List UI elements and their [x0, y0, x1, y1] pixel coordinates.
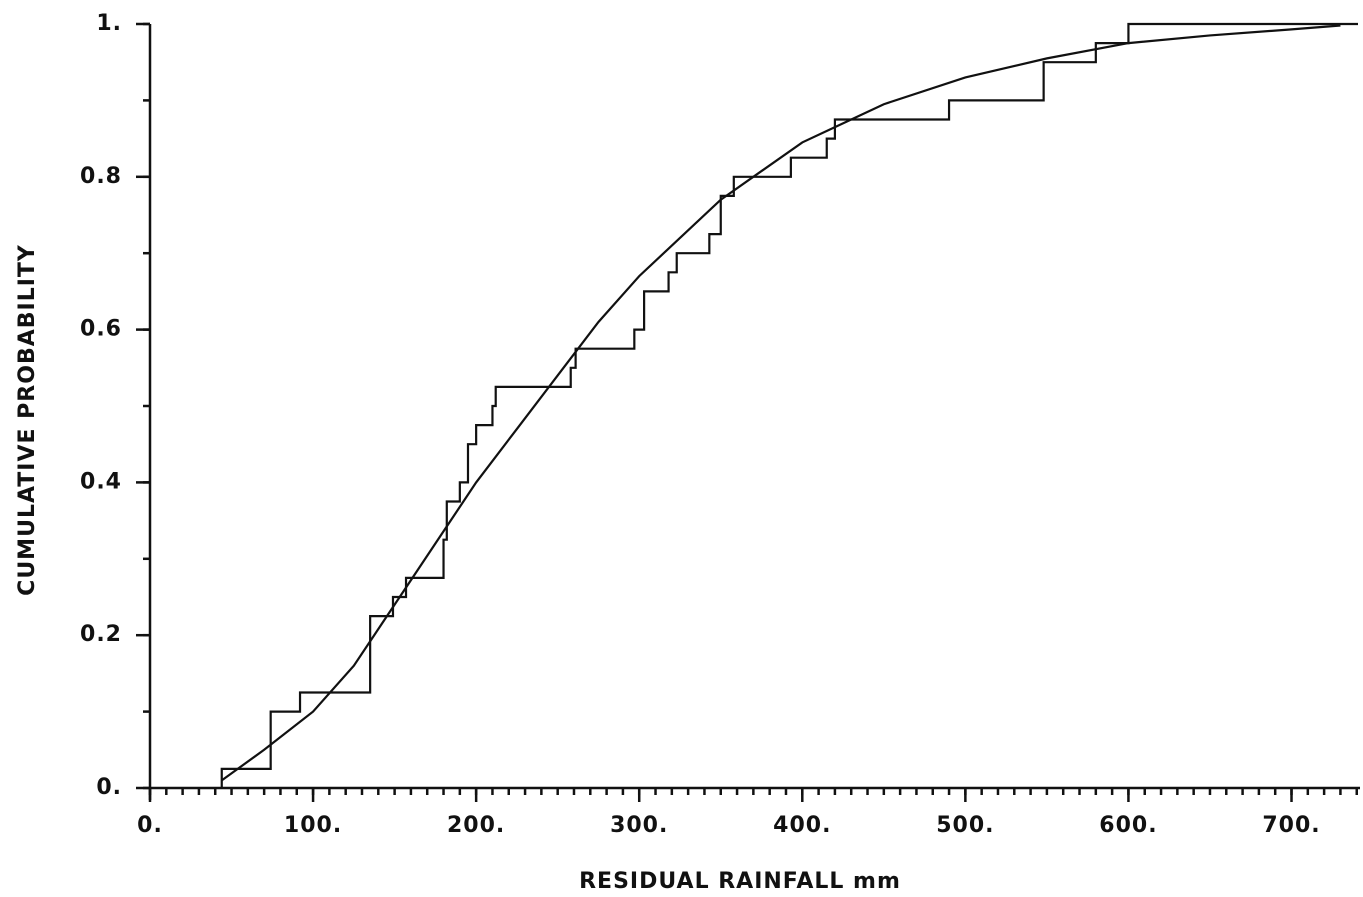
- x-tick-label: 700.: [1262, 813, 1320, 838]
- y-tick-label: 0.: [96, 775, 122, 800]
- y-tick-label: 0.4: [80, 469, 122, 494]
- x-axis-label: RESIDUAL RAINFALL mm: [579, 869, 901, 894]
- fitted-curve: [221, 24, 1341, 782]
- y-tick-label: 0.2: [80, 622, 122, 647]
- x-tick-label: 0.: [137, 813, 163, 838]
- x-tick-label: 200.: [447, 813, 505, 838]
- x-tick-label: 100.: [284, 813, 342, 838]
- y-tick-label: 0.8: [80, 164, 122, 189]
- y-tick-label: 0.6: [80, 317, 122, 342]
- empirical-cdf: [220, 22, 1358, 788]
- x-tick-label: 500.: [936, 813, 994, 838]
- x-tick-label: 600.: [1099, 813, 1157, 838]
- y-tick-label: 1.: [96, 11, 122, 36]
- y-axis-label: CUMULATIVE PROBABILITY: [15, 244, 40, 596]
- x-tick-label: 300.: [610, 813, 668, 838]
- x-tick-label: 400.: [773, 813, 831, 838]
